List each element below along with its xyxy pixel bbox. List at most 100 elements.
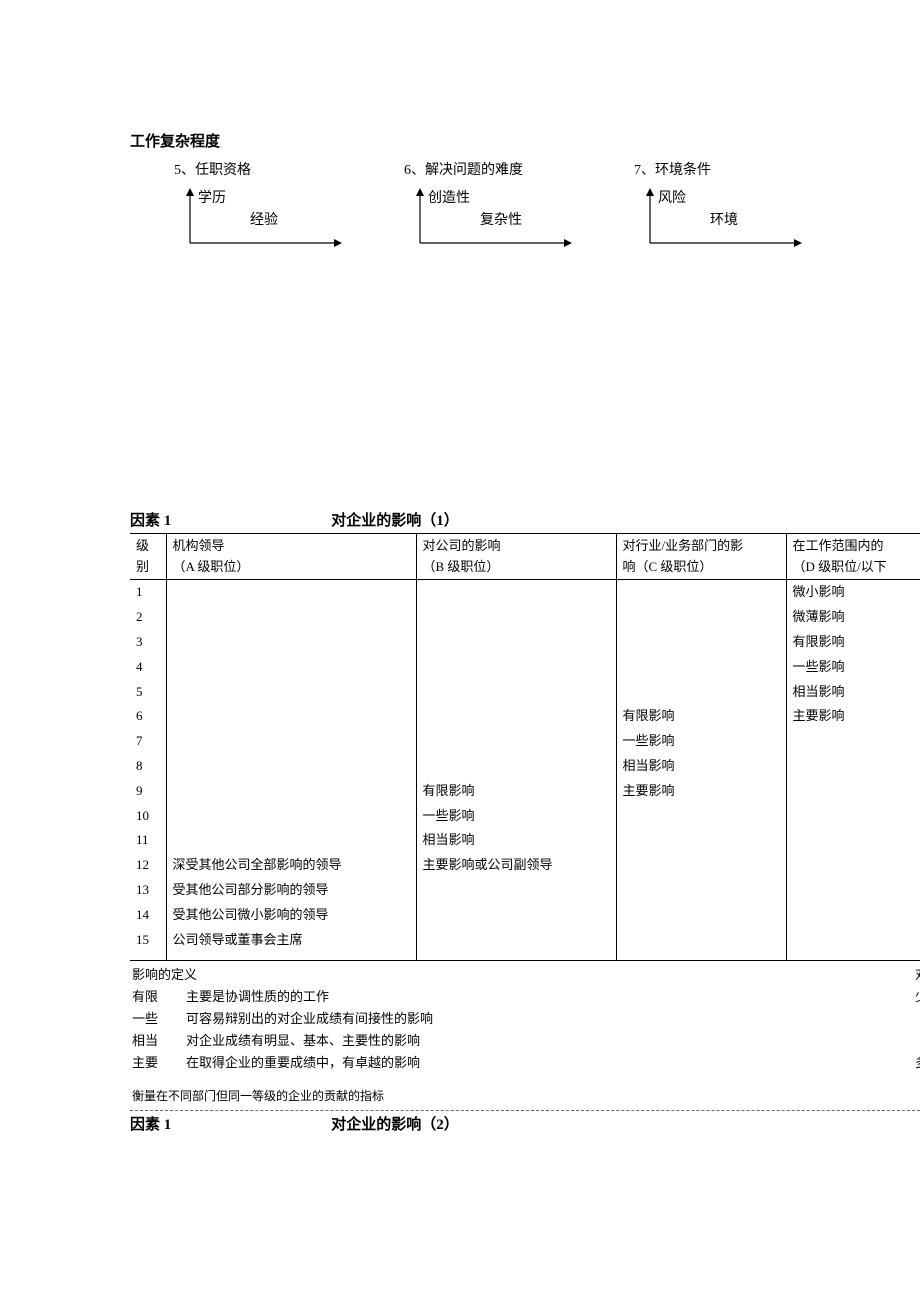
col-a-l2: （A 级职位）: [173, 559, 250, 574]
cell-c: [616, 878, 786, 903]
factor-title: 对企业的影响（2）: [331, 1113, 459, 1137]
table-row: 9有限影响主要影响: [130, 779, 920, 804]
diagram-block-6: 6、解决问题的难度 创造性 复杂性: [410, 160, 580, 259]
definition-row: 一些可容易辩别出的对企业成绩有间接性的影响1: [132, 1008, 920, 1030]
col-c-l1: 对行业/业务部门的影: [623, 538, 744, 553]
cell-c: [616, 680, 786, 705]
cell-d: [786, 928, 920, 961]
cell-d: [786, 804, 920, 829]
table-row: 6 有限影响主要影响: [130, 704, 920, 729]
cell-a: 受其他公司部分影响的领导: [166, 878, 416, 903]
cell-a: [166, 779, 416, 804]
col-a-l1: 机构领导: [173, 538, 225, 553]
x-axis-label: 复杂性: [480, 210, 522, 232]
col-d-l1: 在工作范围内的: [793, 538, 884, 553]
definitions-heading-right: 对: [898, 965, 920, 986]
cell-level: 6: [130, 704, 166, 729]
cell-d: 一些影响: [786, 655, 920, 680]
table-header-row: 级别 机构领导 （A 级职位） 对公司的影响 （B 级职位） 对行业/业务部门的…: [130, 533, 920, 580]
axis-diagram: 风险 环境: [640, 188, 810, 258]
cell-b: [416, 903, 616, 928]
diagram-block-7: 7、环境条件 风险 环境: [640, 160, 810, 259]
cell-b: [416, 605, 616, 630]
table-row: 4一些影响: [130, 655, 920, 680]
cell-level: 13: [130, 878, 166, 903]
def-label: 相当: [132, 1030, 186, 1052]
def-label: 主要: [132, 1052, 186, 1074]
table-row: 1 微小影响: [130, 580, 920, 605]
table-row: 14受其他公司微小影响的领导: [130, 903, 920, 928]
factor-1-header: 因素 1 对企业的影响（1）: [130, 509, 920, 533]
definition-row: 主要在取得企业的重要成绩中，有卓越的影响多: [132, 1052, 920, 1074]
cell-d: 主要影响: [786, 704, 920, 729]
factor-label: 因素 1: [130, 1113, 171, 1137]
x-axis-label: 环境: [710, 210, 738, 232]
impact-table: 级别 机构领导 （A 级职位） 对公司的影响 （B 级职位） 对行业/业务部门的…: [130, 533, 920, 962]
cell-a: 受其他公司微小影响的领导: [166, 903, 416, 928]
diagram-title: 6、解决问题的难度: [404, 160, 580, 182]
cell-c: [616, 655, 786, 680]
cell-level: 9: [130, 779, 166, 804]
cell-c: 一些影响: [616, 729, 786, 754]
cell-d: [786, 828, 920, 853]
axis-diagram: 创造性 复杂性: [410, 188, 580, 258]
cell-level: 11: [130, 828, 166, 853]
cell-d: [786, 853, 920, 878]
cell-c: [616, 828, 786, 853]
col-b-header: 对公司的影响 （B 级职位）: [416, 533, 616, 580]
cell-a: [166, 580, 416, 605]
cell-c: [616, 605, 786, 630]
diagram-block-5: 5、任职资格 学历 经验: [180, 160, 350, 259]
cell-level: 14: [130, 903, 166, 928]
diagram-title: 5、任职资格: [174, 160, 350, 182]
cell-a: [166, 680, 416, 705]
y-axis-label: 学历: [198, 188, 226, 210]
def-label: 有限: [132, 986, 186, 1008]
cell-a: 公司领导或董事会主席: [166, 928, 416, 961]
def-text: 在取得企业的重要成绩中，有卓越的影响: [186, 1052, 898, 1074]
cell-b: 主要影响或公司副领导: [416, 853, 616, 878]
table-row: 8 相当影响: [130, 754, 920, 779]
cell-b: [416, 878, 616, 903]
def-label: 一些: [132, 1008, 186, 1030]
col-b-l1: 对公司的影响: [423, 538, 501, 553]
axis-diagram: 学历 经验: [180, 188, 350, 258]
cell-level: 8: [130, 754, 166, 779]
cell-b: [416, 928, 616, 961]
diagram-title: 7、环境条件: [634, 160, 810, 182]
table-row: 15公司领导或董事会主席: [130, 928, 920, 961]
cell-b: [416, 729, 616, 754]
def-text: 可容易辩别出的对企业成绩有间接性的影响: [186, 1008, 898, 1030]
factor-label: 因素 1: [130, 509, 171, 533]
cell-c: 相当影响: [616, 754, 786, 779]
col-level-header: 级别: [130, 533, 166, 580]
cell-d: 微薄影响: [786, 605, 920, 630]
cell-d: [786, 878, 920, 903]
cell-level: 3: [130, 630, 166, 655]
definitions-heading: 影响的定义 对: [132, 965, 920, 986]
table-row: 12深受其他公司全部影响的领导主要影响或公司副领导: [130, 853, 920, 878]
cell-c: 主要影响: [616, 779, 786, 804]
def-right: 1: [898, 1008, 920, 1030]
diagrams-row: 5、任职资格 学历 经验 6、解决问题的难度 创造性 复杂性 7、环境条: [180, 160, 920, 259]
cell-b: 一些影响: [416, 804, 616, 829]
def-right: 2: [898, 1030, 920, 1052]
cell-a: [166, 828, 416, 853]
cell-a: [166, 630, 416, 655]
cell-level: 1: [130, 580, 166, 605]
cell-d: [786, 754, 920, 779]
cell-b: [416, 580, 616, 605]
col-c-l2: 响（C 级职位）: [623, 559, 713, 574]
cell-a: [166, 729, 416, 754]
def-right: 多: [898, 1052, 920, 1074]
cell-b: [416, 704, 616, 729]
cell-c: 有限影响: [616, 704, 786, 729]
def-text: 对企业成绩有明显、基本、主要性的影响: [186, 1030, 898, 1052]
cell-b: [416, 655, 616, 680]
table-row: 2微薄影响: [130, 605, 920, 630]
cell-d: 相当影响: [786, 680, 920, 705]
definitions-block: 影响的定义 对 有限主要是协调性质的的工作少一些可容易辩别出的对企业成绩有间接性…: [130, 961, 920, 1110]
cell-d: 微小影响: [786, 580, 920, 605]
cell-d: [786, 903, 920, 928]
cell-level: 12: [130, 853, 166, 878]
